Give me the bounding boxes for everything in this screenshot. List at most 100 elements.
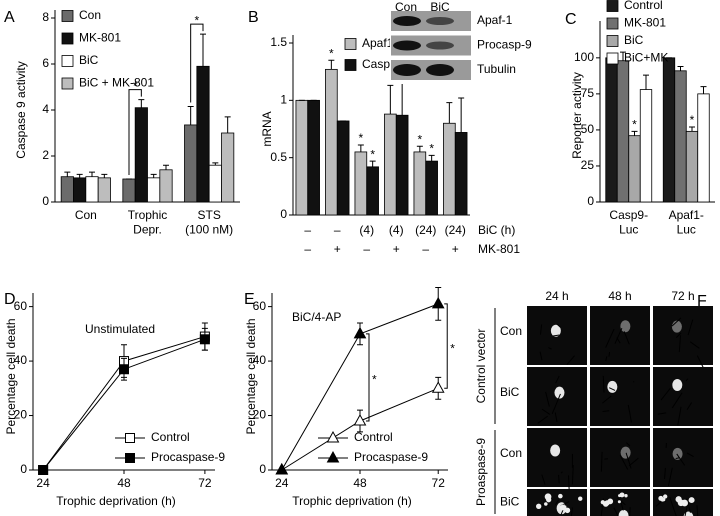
error-bar [700,86,707,94]
legend-label: Apaf1 [362,36,394,50]
debris [607,498,614,505]
bar [147,177,161,203]
y-tick-label: 25 [581,158,595,172]
neurite [548,347,552,350]
blot-lane-label: BiC [430,0,450,14]
y-tick-label: 40 [14,353,28,367]
bar [443,122,456,216]
bar [221,132,235,203]
bar [97,177,111,203]
bar [159,169,173,203]
panel-label: E [244,291,255,308]
x-tick-label: Casp9-Luc [609,208,648,236]
error-bar [163,164,169,170]
blot-band [393,64,421,76]
neurite [686,402,693,410]
error-bar [357,144,364,152]
debris [624,494,628,498]
y-tick-label: 40 [253,353,267,367]
error-bar [369,160,376,167]
significance-bracket [190,23,204,103]
debris [677,499,685,507]
neurite [541,408,551,415]
x-axis-label: Trophic deprivation (h) [56,494,176,508]
bar [384,113,397,216]
significance-label: * [632,118,637,132]
bar [85,176,99,203]
bar [454,132,468,216]
error-bar [631,130,638,136]
blot-band [426,64,454,76]
error-bar [138,99,145,108]
condition-value: (4) [389,223,404,237]
error-bar [677,65,684,71]
significance-label: * [329,46,334,60]
neurite [669,496,677,516]
error-bar [387,84,394,115]
y-tick-label: 20 [253,408,267,422]
neurite [541,474,546,485]
neurite [613,507,619,516]
y-tick-label: 0 [280,207,287,221]
legend-label: Casp9 [362,57,397,71]
marker [275,462,289,475]
micrograph [590,428,650,487]
condition-value: – [422,242,429,256]
y-tick-label: 6 [42,56,49,70]
debris [536,503,542,509]
y-tick-label: 0.5 [270,150,287,164]
debris [560,504,566,511]
neurite [554,412,558,422]
y-tick-label: 1 [280,93,287,107]
condition-name: BiC (h) [478,223,515,237]
legend-label: Procaspase-9 [354,450,428,464]
legend-marker [326,430,340,443]
debris [618,494,622,498]
neurite [660,387,671,401]
cell-body [672,447,683,460]
micrograph [653,367,713,426]
legend-label: BiC [79,53,99,67]
neurite [620,502,624,511]
bar [413,151,427,216]
blot-band-label: Procasp-9 [477,38,532,52]
cell-body [550,444,561,457]
neurite [539,324,543,335]
y-tick-label: 8 [42,10,49,24]
neurite [537,415,548,424]
neurite [686,452,694,458]
legend-label: BiC+MK [624,51,668,65]
column-label: 72 h [671,289,694,303]
neurite [657,412,667,415]
neurite [667,467,673,487]
debris [578,496,583,501]
significance-label: * [370,147,375,161]
error-bar [458,97,465,133]
blot-band [393,40,421,51]
blot-band-label: Tubulin [477,62,516,76]
neurite [560,471,563,474]
blot-band [426,17,454,25]
legend-label: MK-801 [624,16,666,30]
neurite [675,332,682,338]
marker [199,334,210,345]
neurite [614,328,623,344]
significance-label: * [359,131,364,145]
debris [688,497,695,504]
column-label: 24 h [545,289,568,303]
row-label: Con [500,324,522,338]
neurite [623,331,630,345]
debris [544,502,548,506]
debris [617,500,621,504]
significance-label: * [194,13,199,27]
neurite [602,410,610,412]
legend-swatch [61,10,74,22]
neurite [539,351,543,361]
condition-value: – [304,242,311,256]
y-tick-label: 75 [581,86,595,100]
legend-marker [125,453,135,463]
bar [325,68,338,216]
legend-label: Procaspase-9 [151,450,225,464]
neurite [566,355,575,365]
y-axis-label: Reporter activity [570,72,584,159]
